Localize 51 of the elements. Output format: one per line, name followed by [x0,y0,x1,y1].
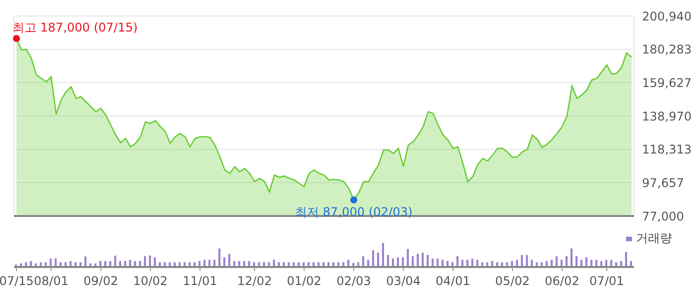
x-tick-label: 02/03 [336,274,372,288]
x-tick-label: 05/02 [495,274,530,288]
bar [556,256,558,267]
bar [377,252,380,267]
bar [432,258,434,267]
bar [382,243,384,267]
bar [436,258,439,267]
bar [426,255,429,267]
x-tick-label: 11/01 [182,274,218,288]
bar [362,256,364,267]
bar [456,256,458,267]
x-tick-label: 12/02 [237,274,272,288]
x-tick-label: 01/02 [286,274,322,288]
y-tick-label: 200,940 [642,9,692,24]
y-tick-label: 77,000 [642,209,684,224]
bar [387,255,389,267]
bar [228,254,230,267]
bar [50,258,52,267]
annotation: 최고 187,000 (07/15) [12,20,138,34]
x-tick-label: 10/02 [133,274,168,288]
bar [471,258,474,267]
bar [570,248,573,267]
bar [406,249,409,267]
x-tick-label: 06/02 [544,274,580,288]
x-tick-label: 09/02 [84,274,118,288]
bar [218,248,220,267]
bar [575,256,578,267]
y-tick-label: 180,283 [642,42,692,57]
y-tick-label: 97,657 [642,176,684,190]
y-tick-label: 118,313 [642,142,692,157]
bar [392,258,394,267]
bar [625,252,628,267]
x-tick-label: 07/15 [0,274,34,288]
bar [144,256,146,267]
bar [372,250,374,267]
bar [412,256,414,267]
y-tick-label: 159,627 [642,76,692,90]
x-tick-label: 08/01 [34,274,68,288]
x-tick-label: 04/01 [436,274,470,288]
bar [566,256,568,267]
bar [422,252,424,267]
legend-label: 거래량 [636,231,672,245]
bar [526,255,528,267]
y-tick-label: 138,970 [642,109,692,124]
bar [416,254,419,267]
bar [520,255,523,267]
bar [84,256,86,267]
bar [114,256,116,267]
x-tick-label: 07/01 [589,274,624,288]
bar [148,255,151,267]
x-tick-label: 03/04 [386,274,421,288]
